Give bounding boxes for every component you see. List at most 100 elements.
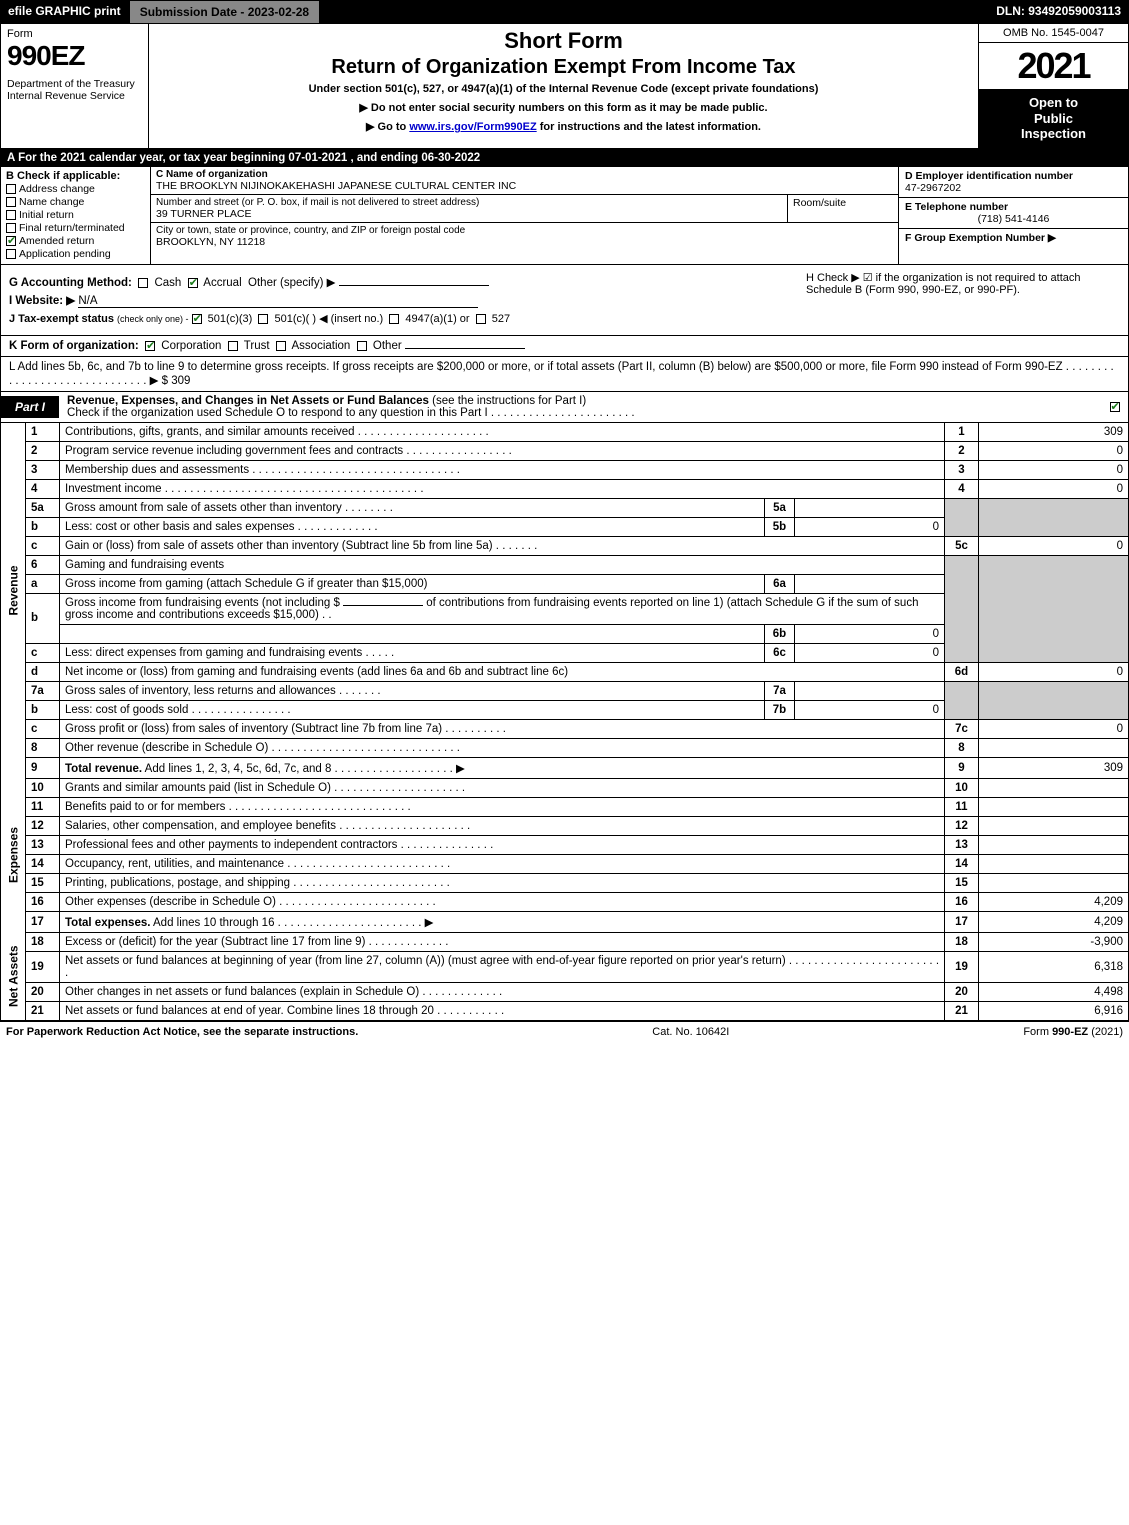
l11-no: 11 [26, 797, 60, 816]
l13-no: 13 [26, 835, 60, 854]
part1-tab: Part I [1, 396, 59, 418]
l21-no: 21 [26, 1001, 60, 1020]
i-label: I Website: ▶ [9, 295, 75, 307]
l7c-val: 0 [979, 719, 1129, 738]
j-sub: (check only one) - [117, 314, 189, 324]
chk-initial-return[interactable]: Initial return [6, 209, 145, 221]
chk-association[interactable] [276, 341, 286, 351]
l20-no: 20 [26, 982, 60, 1001]
l13-desc: Professional fees and other payments to … [60, 835, 945, 854]
l7ab-greyval [979, 681, 1129, 719]
l5b-no: b [26, 517, 60, 536]
chk-address-change[interactable]: Address change [6, 183, 145, 195]
accounting-method-row: G Accounting Method: Cash Accrual Other … [9, 275, 790, 289]
l6c-desc: Less: direct expenses from gaming and fu… [60, 643, 765, 662]
l5b-subval: 0 [795, 517, 945, 536]
k-trust: Trust [244, 340, 270, 352]
instruction-goto: ▶ Go to www.irs.gov/Form990EZ for instru… [157, 120, 970, 133]
part1-table: Revenue 1 Contributions, gifts, grants, … [0, 423, 1129, 1021]
line-6: 6 Gaming and fundraising events [1, 555, 1129, 574]
l7b-subval: 0 [795, 700, 945, 719]
chk-4947[interactable] [389, 314, 399, 324]
under-section: Under section 501(c), 527, or 4947(a)(1)… [157, 83, 970, 95]
part1-check[interactable] [1104, 401, 1128, 413]
chk-527[interactable] [476, 314, 486, 324]
l6a-subval [795, 574, 945, 593]
l6-desc: Gaming and fundraising events [60, 555, 945, 574]
l4-desc: Investment income . . . . . . . . . . . … [60, 479, 945, 498]
chk-corporation[interactable] [145, 341, 155, 351]
line-9: 9 Total revenue. Add lines 1, 2, 3, 4, 5… [1, 757, 1129, 778]
k-label: K Form of organization: [9, 340, 139, 352]
chk-501c3[interactable] [192, 314, 202, 324]
footer-left: For Paperwork Reduction Act Notice, see … [6, 1026, 358, 1038]
chk-501c[interactable] [258, 314, 268, 324]
l6d-desc: Net income or (loss) from gaming and fun… [60, 662, 945, 681]
l6c-no: c [26, 643, 60, 662]
part1-header: Part I Revenue, Expenses, and Changes in… [0, 392, 1129, 423]
l11-desc: Benefits paid to or for members . . . . … [60, 797, 945, 816]
chk-cash[interactable] [138, 278, 148, 288]
chk-application-pending[interactable]: Application pending [6, 248, 145, 260]
city-label: City or town, state or province, country… [156, 225, 893, 236]
l5c-val: 0 [979, 536, 1129, 555]
l13-val [979, 835, 1129, 854]
city-value: BROOKLYN, NY 11218 [156, 236, 893, 248]
l7a-no: 7a [26, 681, 60, 700]
return-title: Return of Organization Exempt From Incom… [157, 56, 970, 79]
website-row: I Website: ▶ N/A [9, 293, 790, 308]
chk-final-return[interactable]: Final return/terminated [6, 222, 145, 234]
k-corp: Corporation [161, 340, 221, 352]
street-cell: Number and street (or P. O. box, if mail… [151, 195, 788, 222]
l15-no: 15 [26, 873, 60, 892]
header-left: Form 990EZ Department of the Treasury In… [1, 24, 149, 148]
l6-greyval [979, 555, 1129, 662]
g-other-input[interactable] [339, 285, 489, 286]
chk-accrual[interactable] [188, 278, 198, 288]
line-17: 17 Total expenses. Add lines 10 through … [1, 911, 1129, 932]
k-other-input[interactable] [405, 348, 525, 349]
open3: Inspection [983, 126, 1124, 142]
org-name-label: C Name of organization [156, 169, 893, 180]
line-20: 20 Other changes in net assets or fund b… [1, 982, 1129, 1001]
dln-label: DLN: 93492059003113 [988, 0, 1129, 24]
line-14: 14 Occupancy, rent, utilities, and maint… [1, 854, 1129, 873]
efile-print-label[interactable]: efile GRAPHIC print [0, 0, 129, 24]
l14-num: 14 [945, 854, 979, 873]
l1-no: 1 [26, 423, 60, 442]
l6d-num: 6d [945, 662, 979, 681]
l21-num: 21 [945, 1001, 979, 1020]
room-label: Room/suite [793, 197, 893, 209]
chk-trust[interactable] [228, 341, 238, 351]
room-cell: Room/suite [788, 195, 898, 222]
l12-desc: Salaries, other compensation, and employ… [60, 816, 945, 835]
top-bar: efile GRAPHIC print Submission Date - 20… [0, 0, 1129, 24]
chk-name-change[interactable]: Name change [6, 196, 145, 208]
l15-num: 15 [945, 873, 979, 892]
g-cash: Cash [154, 277, 181, 289]
l7b-sub: 7b [765, 700, 795, 719]
chk-amended-return[interactable]: Amended return [6, 235, 145, 247]
k-other: Other [373, 340, 402, 352]
ein-cell: D Employer identification number 47-2967… [899, 167, 1128, 198]
l7c-desc: Gross profit or (loss) from sales of inv… [60, 719, 945, 738]
line-10: Expenses 10 Grants and similar amounts p… [1, 778, 1129, 797]
irs-link[interactable]: www.irs.gov/Form990EZ [409, 121, 536, 133]
line-2: 2 Program service revenue including gove… [1, 441, 1129, 460]
l14-desc: Occupancy, rent, utilities, and maintena… [60, 854, 945, 873]
l3-num: 3 [945, 460, 979, 479]
tax-year: 2021 [979, 43, 1128, 89]
l12-no: 12 [26, 816, 60, 835]
j-501c: 501(c)( ) ◀ (insert no.) [274, 313, 383, 325]
street-value: 39 TURNER PLACE [156, 208, 782, 220]
line-7a: 7a Gross sales of inventory, less return… [1, 681, 1129, 700]
l2-num: 2 [945, 441, 979, 460]
below-rows: G Accounting Method: Cash Accrual Other … [0, 265, 1129, 392]
l14-no: 14 [26, 854, 60, 873]
l6b-blank[interactable] [343, 605, 423, 606]
l6b-subval: 0 [795, 624, 945, 643]
chk-other-org[interactable] [357, 341, 367, 351]
l9-desc: Total revenue. Add lines 1, 2, 3, 4, 5c,… [60, 757, 945, 778]
h-text: H Check ▶ ☑ if the organization is not r… [806, 271, 1120, 296]
l6a-sub: 6a [765, 574, 795, 593]
